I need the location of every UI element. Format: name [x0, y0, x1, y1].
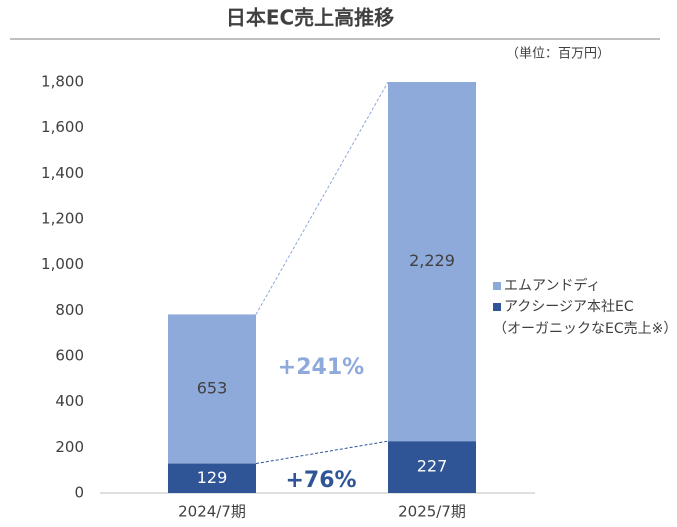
growth-annotation: +241% — [278, 355, 364, 380]
bar-segment — [168, 314, 256, 464]
legend-swatch — [493, 282, 501, 290]
data-label: 653 — [197, 378, 228, 397]
y-tick-label: 600 — [55, 347, 84, 365]
legend-swatch — [493, 303, 501, 311]
growth-connector — [255, 440, 389, 465]
data-label: 2,229 — [409, 251, 455, 270]
bar-segment — [388, 441, 476, 493]
y-tick-label: 1,800 — [41, 73, 84, 91]
chart-title: 日本EC売上高推移 — [226, 6, 394, 30]
legend-label: アクシージア本社EC — [504, 299, 634, 315]
data-label: 129 — [197, 468, 228, 487]
y-tick-label: 1,000 — [41, 255, 84, 273]
bar-segment — [168, 463, 256, 493]
legend-note: （オーガニックなEC売上※） — [493, 321, 677, 337]
legend-label: エムアンドディ — [504, 277, 600, 294]
x-tick-label: 2025/7期 — [398, 503, 466, 521]
data-label: 227 — [417, 457, 448, 476]
y-tick-label: 400 — [55, 392, 84, 410]
y-tick-label: 1,400 — [41, 164, 84, 182]
y-tick-label: 1,200 — [41, 210, 84, 228]
y-tick-label: 200 — [55, 438, 84, 456]
bars — [168, 82, 476, 493]
y-tick-label: 0 — [74, 484, 84, 502]
unit-label: （単位：百万円） — [506, 46, 610, 62]
bar-segment — [388, 82, 476, 442]
y-tick-label: 800 — [55, 301, 84, 319]
x-tick-label: 2024/7期 — [178, 503, 246, 521]
growth-connector — [255, 81, 389, 315]
growth-annotation: +76% — [285, 468, 356, 493]
y-tick-label: 1,600 — [41, 118, 84, 136]
